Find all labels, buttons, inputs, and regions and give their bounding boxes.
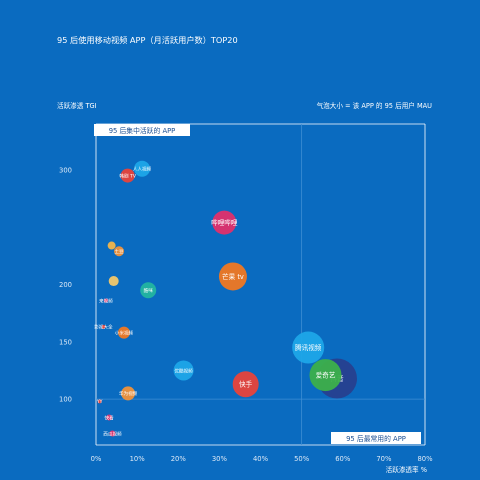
bubble	[140, 282, 157, 299]
bubble-label: 人人视频	[133, 166, 152, 173]
x-tick-label: 40%	[253, 455, 269, 463]
callout-bottom-label: 95 后最常用的 APP	[346, 434, 406, 443]
x-tick-label: 70%	[376, 455, 392, 463]
x-tick-label: 0%	[91, 455, 102, 463]
bubble-label: 影视大全	[94, 324, 113, 331]
bubble-label: 腾讯视频	[295, 343, 322, 352]
x-tick-label: 10%	[130, 455, 146, 463]
bubble	[108, 276, 119, 287]
bubble	[309, 359, 342, 392]
bubble	[120, 168, 135, 183]
x-tick-label: 60%	[335, 455, 351, 463]
y-tick-label: 100	[59, 396, 72, 404]
bubble-label: 芒果 tv	[222, 272, 244, 281]
x-tick-label: 30%	[212, 455, 228, 463]
bubble-label: 哔哩哔哩	[211, 218, 238, 227]
bubble-label: 酷咪	[144, 287, 154, 294]
bubble-label: 快手	[239, 380, 253, 389]
bubble	[97, 399, 102, 404]
bubble	[114, 246, 125, 257]
x-tick-label: 20%	[171, 455, 187, 463]
bubble	[134, 160, 151, 177]
callout-top-box	[94, 124, 190, 136]
bubble	[103, 298, 108, 303]
bubble-label: 韩剧 TV	[119, 172, 136, 179]
bubble	[232, 371, 259, 398]
chart-title: 95 后使用移动视频 APP（月活跃用户数）TOP20	[57, 35, 238, 45]
y-tick-label: 300	[59, 166, 72, 174]
y-tick-label: 200	[59, 281, 72, 289]
callout-bottom-box	[331, 432, 421, 444]
bubble	[106, 414, 113, 421]
bubble-label: 小米视频	[115, 329, 134, 336]
bubble	[109, 430, 116, 437]
bubble-label: 西瓜视频	[103, 430, 122, 437]
bubble-label: 土豆	[114, 248, 124, 255]
bubble	[173, 360, 194, 381]
bubble-label: 优酷视频	[174, 367, 193, 374]
callout-top-label: 95 后集中活跃的 APP	[109, 126, 176, 135]
bubble	[212, 210, 237, 235]
y-axis-label: 活跃渗透 TGI	[57, 101, 97, 110]
bubble-label: 华为视频	[119, 390, 138, 397]
bubble	[101, 324, 106, 329]
x-tick-label: 80%	[417, 455, 433, 463]
bubble	[107, 241, 116, 250]
bubble	[121, 386, 136, 401]
bubble-label: 爱奇艺	[316, 371, 336, 380]
y-tick-label: 150	[59, 338, 72, 346]
x-axis-label: 活跃渗透率 %	[386, 465, 427, 474]
x-tick-label: 50%	[294, 455, 310, 463]
bubble-size-note: 气泡大小 = 该 APP 的 95 后用户 MAU	[317, 101, 433, 110]
bubble	[117, 326, 130, 339]
bubble	[292, 331, 325, 364]
bubble-label: 来视频	[99, 297, 113, 304]
bubble-label: 快看	[105, 414, 115, 421]
bubble-label: YY	[96, 399, 103, 405]
bubble	[218, 262, 247, 291]
